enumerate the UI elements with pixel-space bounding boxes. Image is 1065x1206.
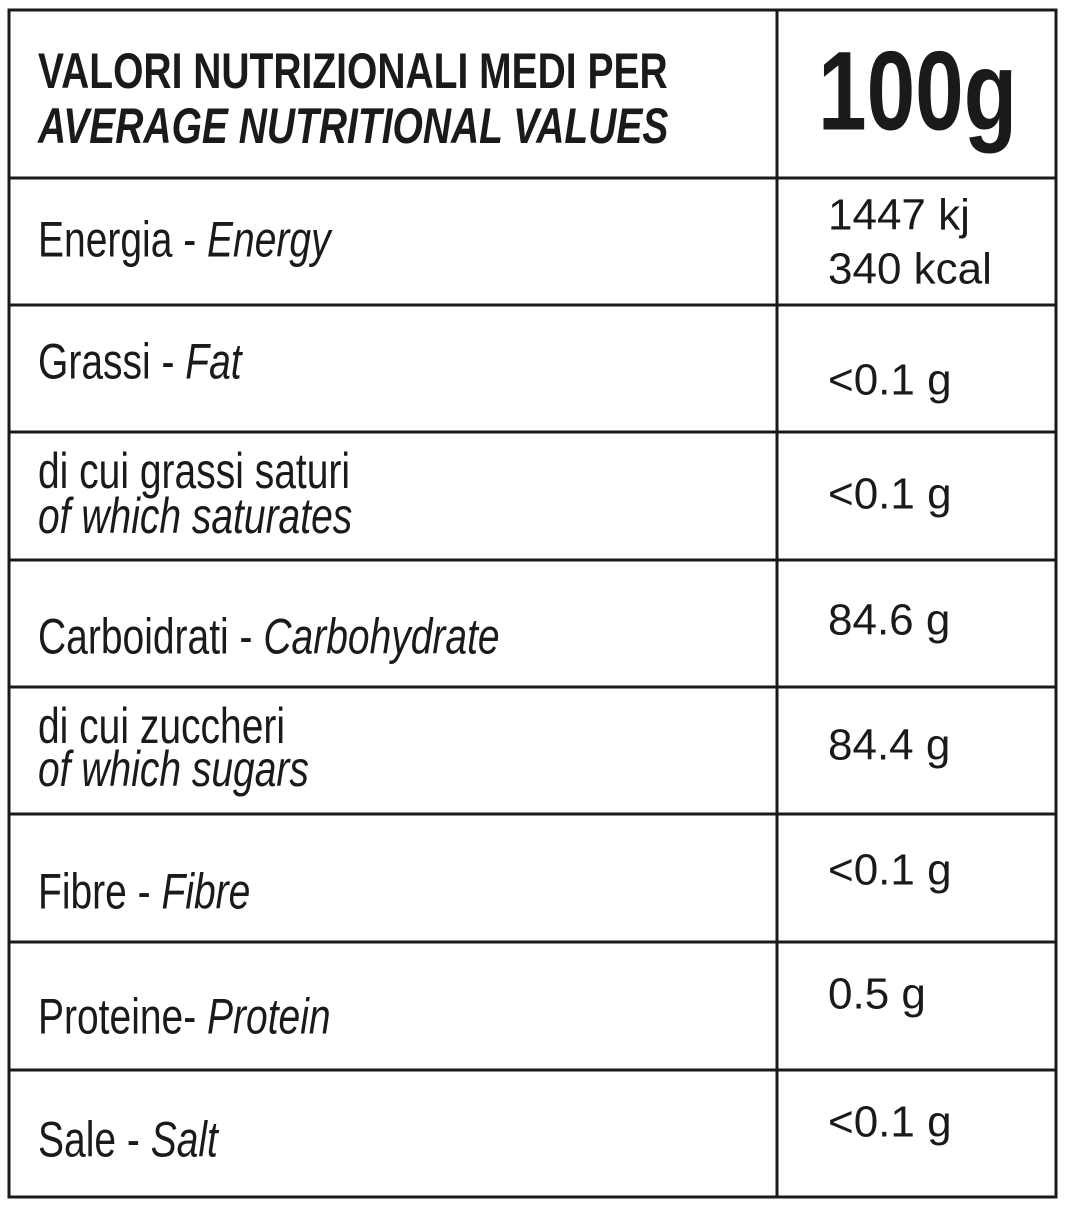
row-value: <0.1 g — [828, 1098, 952, 1147]
row-label: Carboidrati - Carbohydrate — [38, 607, 500, 664]
row-label: Proteine- Protein — [38, 987, 331, 1044]
row-value: 84.6 g — [828, 596, 950, 645]
label-it: di cui grassi saturi — [38, 442, 350, 499]
label-en: Carbohydrate — [263, 607, 499, 664]
label-it: Fibre - — [38, 862, 161, 919]
row-label: Sale - Salt — [38, 1110, 220, 1167]
label-en: Fat — [185, 332, 244, 389]
row-label: Energia - Energy — [38, 210, 333, 267]
label-en: Energy — [207, 210, 333, 267]
label-it: Carboidrati - — [38, 607, 263, 664]
row-value: 0.5 g — [828, 970, 926, 1019]
label-en: of which sugars — [38, 740, 309, 797]
row-value: 340 kcal — [828, 245, 992, 294]
row-value: <0.1 g — [828, 470, 952, 519]
header-title: VALORI NUTRIZIONALI MEDI PER — [38, 42, 668, 99]
row-value: 1447 kj — [828, 191, 970, 240]
row-label: Fibre - Fibre — [38, 862, 250, 919]
label-en: Fibre — [161, 862, 250, 919]
row-value: <0.1 g — [828, 356, 952, 405]
table-border — [7, 8, 1058, 1199]
row-label: Grassi - Fat — [38, 332, 244, 389]
row-value: <0.1 g — [828, 846, 952, 895]
label-en: Salt — [151, 1110, 220, 1167]
label-it: Grassi - — [38, 332, 185, 389]
label-it: Proteine- — [38, 987, 207, 1044]
label-it: Sale - — [38, 1110, 151, 1167]
row-value: 84.4 g — [828, 721, 950, 770]
label-it: di cui zuccheri — [38, 697, 285, 754]
header-amount: 100g — [818, 29, 1017, 154]
label-en: Protein — [207, 987, 331, 1044]
label-en: of which saturates — [38, 487, 352, 544]
label-it: Energia - — [38, 210, 207, 267]
header-subtitle: AVERAGE NUTRITIONAL VALUES — [37, 97, 668, 154]
